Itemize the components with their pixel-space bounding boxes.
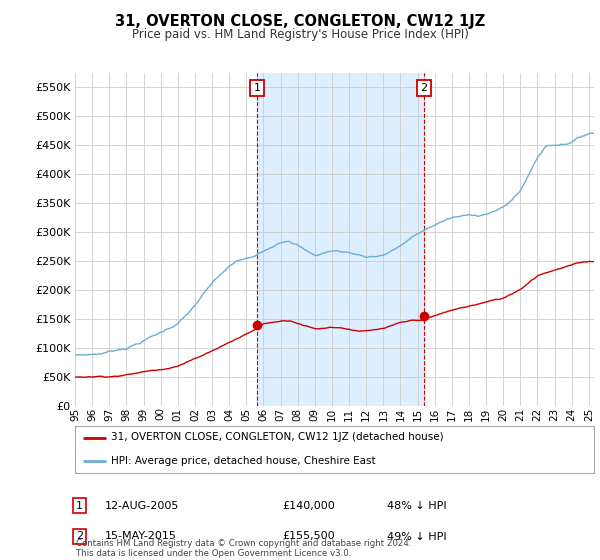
Text: Price paid vs. HM Land Registry's House Price Index (HPI): Price paid vs. HM Land Registry's House … (131, 28, 469, 41)
Text: HPI: Average price, detached house, Cheshire East: HPI: Average price, detached house, Ches… (112, 456, 376, 466)
Text: 31, OVERTON CLOSE, CONGLETON, CW12 1JZ: 31, OVERTON CLOSE, CONGLETON, CW12 1JZ (115, 14, 485, 29)
Text: 2: 2 (421, 83, 427, 93)
Text: 1: 1 (76, 501, 83, 511)
Bar (257, 73, 424, 406)
Text: 1: 1 (253, 83, 260, 93)
Text: £140,000: £140,000 (282, 501, 335, 511)
Text: 2: 2 (76, 531, 83, 542)
Text: 31, OVERTON CLOSE, CONGLETON, CW12 1JZ (detached house): 31, OVERTON CLOSE, CONGLETON, CW12 1JZ (… (112, 432, 444, 442)
Text: 49% ↓ HPI: 49% ↓ HPI (387, 531, 446, 542)
Text: 15-MAY-2015: 15-MAY-2015 (105, 531, 177, 542)
Text: 48% ↓ HPI: 48% ↓ HPI (387, 501, 446, 511)
Text: Contains HM Land Registry data © Crown copyright and database right 2024.
This d: Contains HM Land Registry data © Crown c… (76, 539, 412, 558)
Text: £155,500: £155,500 (282, 531, 335, 542)
Text: 12-AUG-2005: 12-AUG-2005 (105, 501, 179, 511)
